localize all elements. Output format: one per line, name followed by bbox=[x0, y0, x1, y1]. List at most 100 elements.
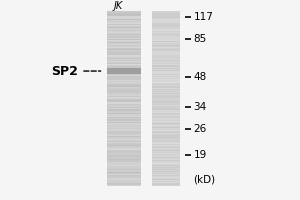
Bar bbox=[152, 72, 180, 73]
Bar bbox=[106, 142, 141, 143]
Bar bbox=[106, 55, 141, 56]
Bar bbox=[152, 175, 180, 176]
Bar bbox=[106, 160, 141, 161]
Bar bbox=[106, 82, 141, 83]
Bar bbox=[152, 135, 180, 136]
Bar bbox=[106, 87, 141, 88]
Bar bbox=[152, 162, 180, 163]
Bar bbox=[152, 121, 180, 122]
Bar bbox=[152, 131, 180, 133]
Bar bbox=[152, 160, 180, 161]
Bar bbox=[106, 52, 141, 53]
Bar bbox=[152, 154, 180, 155]
Bar bbox=[106, 20, 141, 21]
Bar bbox=[152, 67, 180, 68]
Bar bbox=[106, 60, 141, 62]
Bar bbox=[106, 24, 141, 26]
Bar bbox=[152, 101, 180, 102]
Bar bbox=[106, 72, 141, 73]
Bar bbox=[152, 64, 180, 65]
Bar bbox=[106, 56, 141, 57]
Bar bbox=[106, 140, 141, 141]
Bar bbox=[152, 103, 180, 104]
Bar bbox=[152, 150, 180, 151]
Bar bbox=[152, 133, 180, 134]
Bar bbox=[152, 76, 180, 77]
Bar bbox=[152, 66, 180, 67]
Bar bbox=[152, 59, 180, 61]
Bar bbox=[106, 181, 141, 182]
Bar bbox=[152, 37, 180, 38]
Bar bbox=[152, 122, 180, 123]
Bar bbox=[152, 136, 180, 137]
Bar bbox=[106, 11, 141, 12]
Bar bbox=[152, 183, 180, 184]
Bar bbox=[152, 118, 180, 119]
Text: JK: JK bbox=[114, 1, 123, 11]
Bar bbox=[152, 127, 180, 128]
Bar bbox=[152, 62, 180, 64]
Bar bbox=[152, 46, 180, 47]
Bar bbox=[106, 97, 141, 99]
Bar bbox=[152, 47, 180, 48]
Bar bbox=[106, 152, 141, 153]
Bar bbox=[152, 114, 180, 115]
Bar bbox=[152, 22, 180, 23]
Bar bbox=[106, 127, 141, 129]
Bar bbox=[152, 174, 180, 175]
Bar bbox=[152, 128, 180, 130]
Bar bbox=[152, 140, 180, 141]
Bar bbox=[106, 32, 141, 33]
Bar bbox=[152, 95, 180, 97]
Bar bbox=[152, 41, 180, 42]
Bar bbox=[106, 147, 141, 148]
Bar bbox=[106, 51, 141, 52]
Bar bbox=[106, 122, 141, 123]
Bar bbox=[152, 74, 180, 75]
Bar bbox=[106, 107, 141, 108]
Bar bbox=[152, 93, 180, 94]
Bar bbox=[152, 29, 180, 31]
Bar bbox=[106, 24, 141, 25]
Bar bbox=[152, 34, 180, 35]
Bar bbox=[106, 28, 141, 30]
Bar bbox=[106, 62, 141, 64]
Bar bbox=[152, 65, 180, 66]
Bar bbox=[152, 98, 180, 100]
Bar bbox=[106, 41, 141, 42]
Bar bbox=[152, 86, 180, 87]
Bar bbox=[106, 94, 141, 96]
Bar bbox=[106, 37, 141, 38]
Bar bbox=[152, 138, 180, 139]
Bar bbox=[152, 180, 180, 181]
Bar bbox=[106, 73, 141, 74]
Bar bbox=[152, 11, 180, 12]
Bar bbox=[152, 53, 180, 54]
Bar bbox=[106, 66, 141, 67]
Bar bbox=[152, 164, 180, 166]
Bar bbox=[152, 181, 180, 182]
Bar bbox=[106, 25, 141, 27]
Bar bbox=[152, 40, 180, 41]
Bar bbox=[106, 162, 141, 164]
Bar bbox=[152, 81, 180, 82]
Bar bbox=[152, 120, 180, 121]
Bar bbox=[106, 39, 141, 40]
Bar bbox=[106, 121, 141, 122]
Bar bbox=[152, 94, 180, 96]
Bar bbox=[106, 172, 141, 173]
Bar bbox=[106, 98, 141, 100]
Bar bbox=[152, 24, 180, 26]
Bar bbox=[106, 36, 141, 37]
Bar bbox=[106, 123, 141, 124]
Bar bbox=[106, 151, 141, 152]
Bar bbox=[152, 129, 180, 131]
Bar bbox=[152, 88, 180, 89]
Bar bbox=[106, 16, 141, 17]
Bar bbox=[152, 145, 180, 146]
Bar bbox=[152, 166, 180, 168]
Bar bbox=[106, 114, 141, 115]
Bar bbox=[106, 80, 141, 81]
Bar bbox=[152, 106, 180, 107]
Bar bbox=[106, 109, 141, 110]
